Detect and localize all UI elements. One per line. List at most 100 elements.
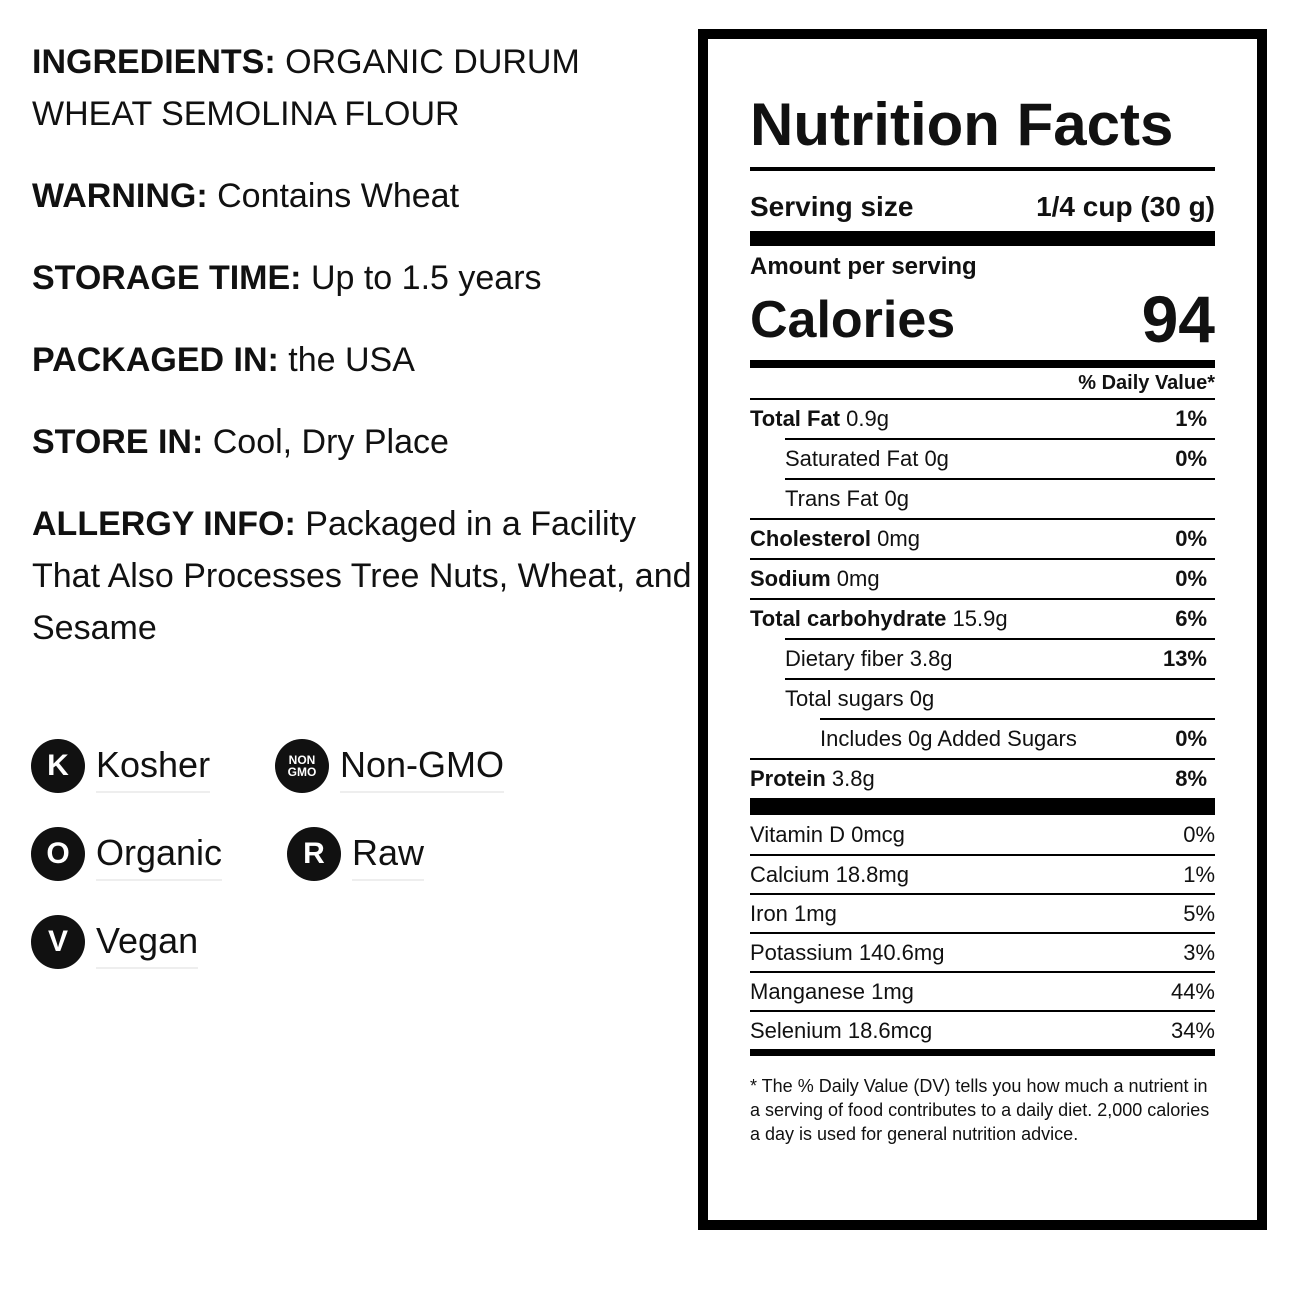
calories-value: 94: [1141, 282, 1215, 356]
nutrient-row: Iron 1mg 5%: [750, 893, 1215, 932]
nutrient-dv: 0%: [1183, 821, 1215, 847]
nutrient-name: Vitamin D: [750, 821, 845, 847]
nutrient-dv: 6%: [1175, 606, 1207, 631]
info-label: PACKAGED IN:: [32, 341, 279, 379]
nutrient-row: Sodium 0mg 0%: [750, 558, 1215, 598]
nutrient-dv: 13%: [1162, 646, 1207, 671]
info-item: WARNING: Contains Wheat: [32, 170, 692, 222]
nutrient-amount: 18.6mcg: [847, 1017, 933, 1043]
nutrient-label: Total carbohydrate 15.9g: [750, 606, 1008, 632]
nutrient-name: Total Fat: [750, 406, 841, 431]
info-item: INGREDIENTS: ORGANIC DURUM WHEAT SEMOLIN…: [32, 36, 692, 140]
badge-icon: R: [287, 827, 341, 881]
nutrient-name: Cholesterol: [750, 526, 872, 551]
nutrient-amount: 0mcg: [851, 821, 905, 847]
info-text: ORGANIC DURUM WHEAT SEMOLINA FLOUR: [32, 43, 580, 133]
nutrient-dv: 8%: [1175, 766, 1207, 791]
info-item: STORE IN: Cool, Dry Place: [32, 416, 692, 468]
nutrient-row: Calcium 18.8mg 1%: [750, 854, 1215, 893]
nutrient-amount: 140.6mg: [858, 939, 945, 965]
nutrient-dv: 1%: [1183, 861, 1215, 887]
info-label: STORE IN:: [32, 423, 204, 461]
nutrient-label: Iron 1mg: [750, 901, 837, 927]
badge-icon-text: V: [47, 925, 68, 958]
nutrient-label: Manganese 1mg: [750, 979, 914, 1005]
nutrient-dv: 44%: [1170, 978, 1215, 1004]
nutrient-row: Dietary fiber 3.8g 13%: [785, 638, 1215, 678]
nutrient-label: Calcium 18.8mg: [750, 862, 909, 888]
nutrient-row: Protein 3.8g 8%: [750, 758, 1215, 798]
nutrient-amount: 0g: [909, 686, 935, 711]
badge-icon: K: [31, 739, 85, 793]
info-text: Contains Wheat: [217, 177, 460, 215]
nutrient-row: Includes 0g Added Sugars 0%: [820, 718, 1215, 758]
nutrient-name: Calcium: [750, 861, 830, 887]
footnote: * The % Daily Value (DV) tells you how m…: [750, 1076, 1210, 1144]
badge-icon: O: [31, 827, 85, 881]
badge-label: Kosher: [96, 745, 211, 793]
badge-icon: NON GMO: [275, 739, 329, 793]
nutrient-label: Protein 3.8g: [750, 766, 875, 792]
nutrient-dv: 3%: [1183, 939, 1215, 965]
nutrient-amount: 3.8g: [831, 766, 875, 791]
divider: [750, 798, 1215, 815]
badge-label: Organic: [96, 833, 223, 881]
nutrient-dv: 1%: [1175, 406, 1207, 431]
nutrient-amount: 0g: [924, 446, 949, 471]
nutrient-row: Total Fat 0.9g 1%: [750, 398, 1215, 438]
info-text: Up to 1.5 years: [310, 259, 542, 297]
nutrient-label: Cholesterol 0mg: [750, 526, 920, 552]
calories-label: Calories: [750, 291, 956, 349]
dv-header: % Daily Value*: [1078, 372, 1215, 394]
nutrient-row: Trans Fat 0g: [785, 478, 1215, 518]
nutrient-name: Trans Fat: [785, 486, 879, 511]
nutrient-row: Vitamin D 0mcg 0%: [750, 815, 1215, 854]
nutrient-name: Sodium: [750, 566, 831, 591]
badge-icon-text: NON: [288, 753, 316, 767]
nutrient-name: Manganese: [750, 978, 865, 1004]
nutrient-row: Potassium 140.6mg 3%: [750, 932, 1215, 971]
badge-icon-text: GMO: [287, 765, 317, 779]
badge-label: Vegan: [96, 921, 199, 969]
info-text: the USA: [288, 341, 415, 379]
serving-label: Serving size: [750, 191, 914, 222]
info-label: STORAGE TIME:: [32, 259, 302, 297]
nutrient-dv: 0%: [1175, 566, 1207, 591]
nutrient-amount: 15.9g: [952, 606, 1008, 631]
nutrient-label: Includes 0g Added Sugars: [820, 726, 1077, 752]
nutrient-label: Trans Fat 0g: [785, 486, 909, 512]
nutrient-name: Total sugars: [785, 686, 904, 711]
nutrient-amount: 1mg: [871, 978, 914, 1004]
nutrient-name: Total carbohydrate: [750, 606, 947, 631]
nutrient-label: Dietary fiber 3.8g: [785, 646, 953, 672]
info-item: PACKAGED IN: the USA: [32, 334, 692, 386]
nutrient-amount: 0g: [884, 486, 909, 511]
nutrient-rows: Total Fat 0.9g 1% Saturated Fat 0g 0% Trans …: [750, 398, 1215, 798]
divider: [750, 1049, 1215, 1056]
nutrient-dv: 34%: [1170, 1017, 1215, 1043]
nutrient-label: Selenium 18.6mcg: [750, 1018, 932, 1044]
nutrient-label: Vitamin D 0mcg: [750, 822, 905, 848]
nutrient-amount: 3.8g: [909, 646, 953, 671]
nutrient-row: Selenium 18.6mcg 34%: [750, 1010, 1215, 1049]
product-info: INGREDIENTS: ORGANIC DURUM WHEAT SEMOLIN…: [32, 36, 692, 684]
nutrient-dv: 5%: [1183, 900, 1215, 926]
badge-icon: V: [31, 915, 85, 969]
badge-icon-text: R: [303, 837, 325, 870]
nutrient-label: Total sugars 0g: [785, 686, 934, 712]
nutrient-row: Cholesterol 0mg 0%: [750, 518, 1215, 558]
nutrient-label: Sodium 0mg: [750, 566, 880, 592]
nutrient-amount: 0.9g: [846, 406, 889, 431]
nutrient-name: Includes 0g Added Sugars: [820, 726, 1077, 751]
info-item: ALLERGY INFO: Packaged in a Facility Tha…: [32, 498, 692, 654]
vitamin-rows: Vitamin D 0mcg 0% Calcium 18.8mg 1% Iron 1mg…: [750, 815, 1215, 1049]
nutrient-dv: 0%: [1175, 526, 1207, 551]
amount-per-serving: Amount per serving: [750, 253, 977, 280]
nutrient-name: Protein: [750, 766, 826, 791]
nutrient-name: Iron: [750, 900, 788, 926]
nutrient-label: Potassium 140.6mg: [750, 940, 944, 966]
info-label: INGREDIENTS:: [32, 43, 276, 81]
nutrition-content: Nutrition Facts Serving size 1/4 cup (30…: [750, 39, 1215, 1146]
info-label: WARNING:: [32, 177, 208, 215]
